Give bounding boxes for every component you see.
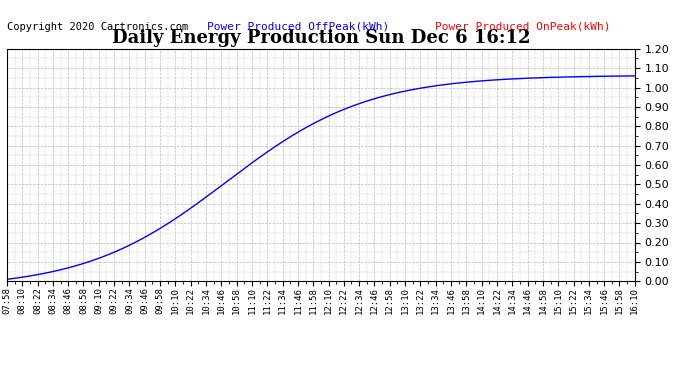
Text: Copyright 2020 Cartronics.com: Copyright 2020 Cartronics.com: [7, 22, 188, 32]
Title: Daily Energy Production Sun Dec 6 16:12: Daily Energy Production Sun Dec 6 16:12: [112, 29, 530, 47]
Text: Power Produced OffPeak(kWh): Power Produced OffPeak(kWh): [207, 22, 389, 32]
Text: Power Produced OnPeak(kWh): Power Produced OnPeak(kWh): [435, 22, 610, 32]
